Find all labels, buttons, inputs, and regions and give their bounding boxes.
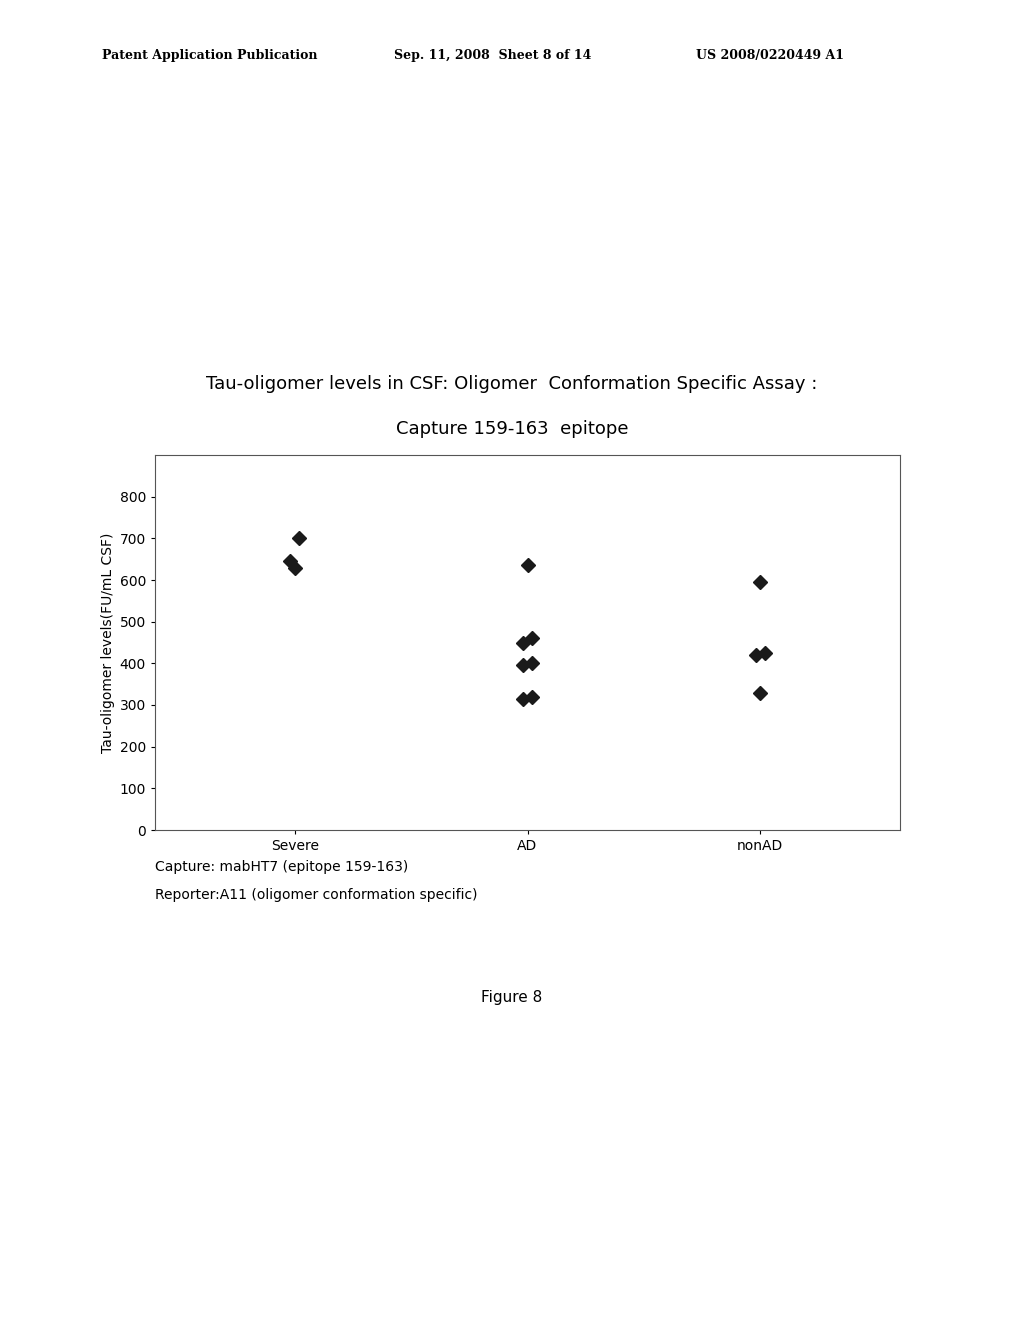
Text: Tau-oligomer levels in CSF: Oligomer  Conformation Specific Assay :: Tau-oligomer levels in CSF: Oligomer Con… [206, 375, 818, 393]
Text: US 2008/0220449 A1: US 2008/0220449 A1 [696, 49, 845, 62]
Text: Figure 8: Figure 8 [481, 990, 543, 1005]
Text: Patent Application Publication: Patent Application Publication [102, 49, 317, 62]
Text: Capture 159-163  epitope: Capture 159-163 epitope [395, 420, 629, 438]
Text: Sep. 11, 2008  Sheet 8 of 14: Sep. 11, 2008 Sheet 8 of 14 [394, 49, 592, 62]
Text: Reporter:A11 (oligomer conformation specific): Reporter:A11 (oligomer conformation spec… [155, 888, 477, 902]
Y-axis label: Tau-oligomer levels(FU/mL CSF): Tau-oligomer levels(FU/mL CSF) [101, 532, 116, 752]
Text: Capture: mabHT7 (epitope 159-163): Capture: mabHT7 (epitope 159-163) [155, 861, 409, 874]
